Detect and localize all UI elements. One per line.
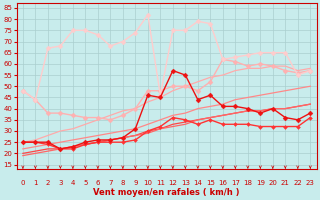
X-axis label: Vent moyen/en rafales ( km/h ): Vent moyen/en rafales ( km/h ): [93, 188, 240, 197]
